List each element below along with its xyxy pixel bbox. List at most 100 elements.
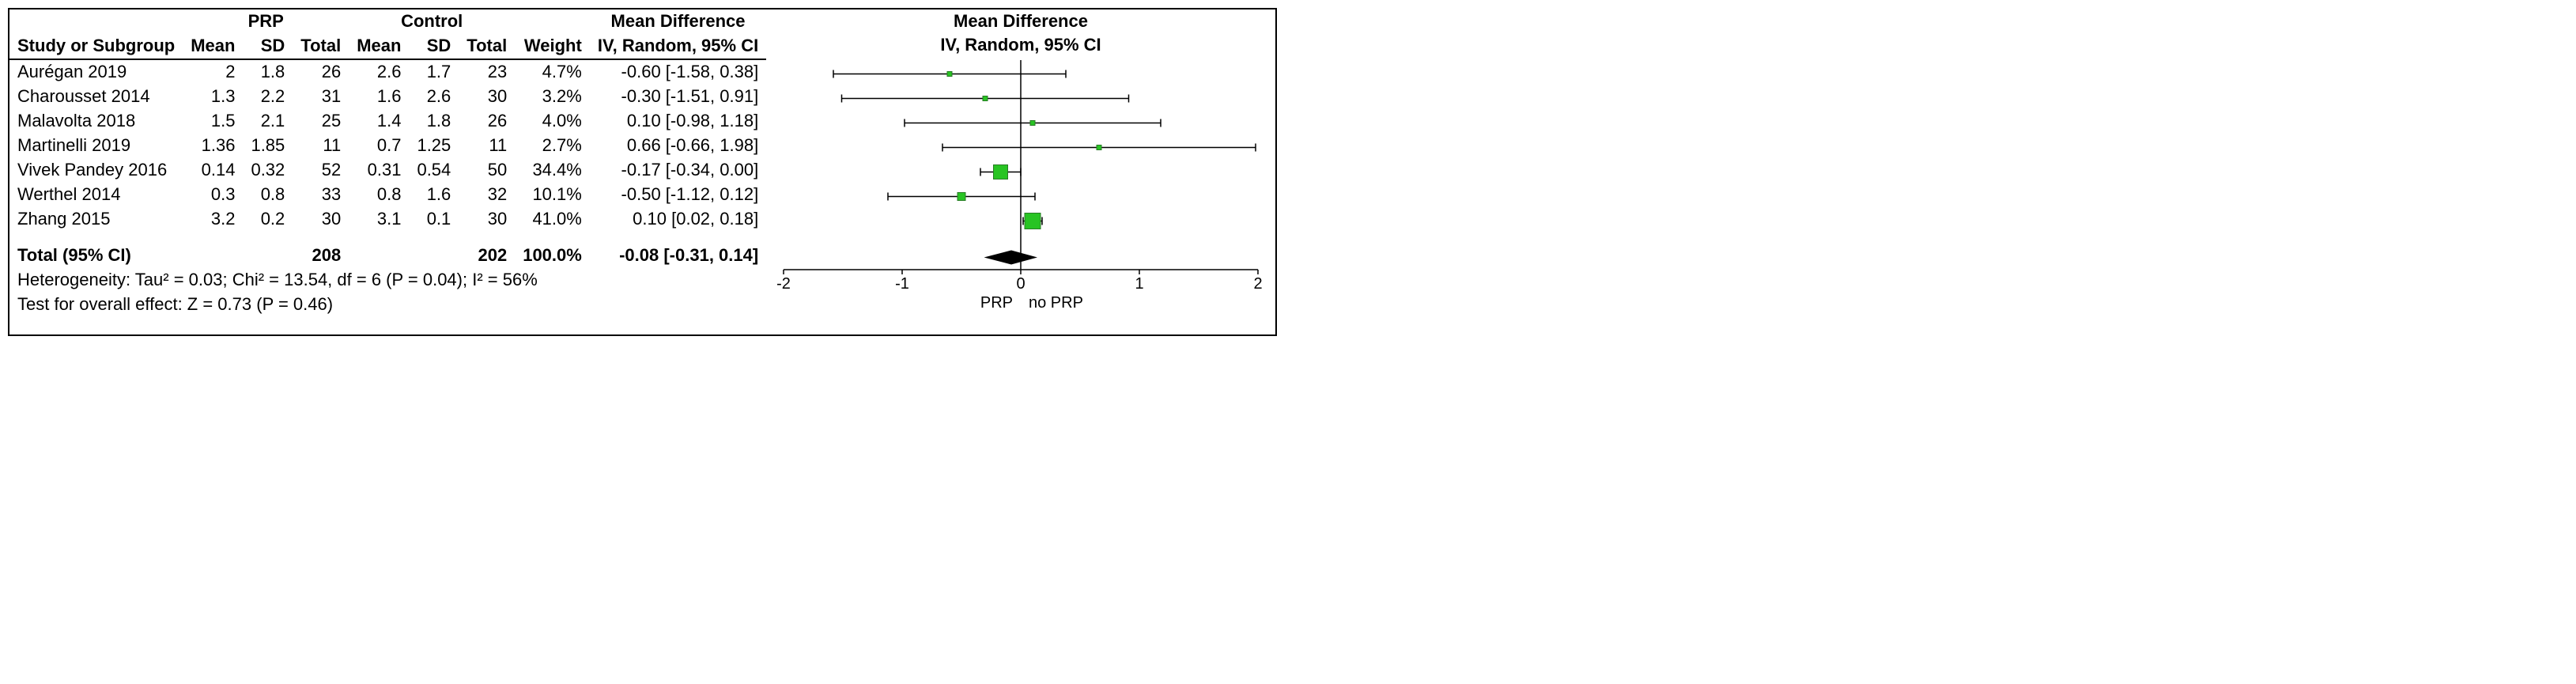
svg-text:1: 1: [1135, 275, 1144, 293]
cell-w: 10.1%: [515, 183, 590, 207]
cell-m1: 2: [183, 60, 243, 85]
hdr-sd2: SD: [409, 34, 459, 59]
hdr-group2: Control: [349, 9, 515, 34]
cell-n1: 31: [293, 85, 349, 109]
forest-plot-svg: Mean Difference IV, Random, 95% CI -2 -1 0 1 2…: [776, 9, 1266, 334]
cell-m2: 0.31: [349, 158, 409, 183]
cell-w: 4.7%: [515, 60, 590, 85]
cell-w: 3.2%: [515, 85, 590, 109]
total-row: Total (95% CI) 208 202 100.0% -0.08 [-0.…: [9, 244, 766, 268]
table-row: Malavolta 20181.52.1251.41.8264.0%0.10 […: [9, 109, 766, 134]
svg-text:2: 2: [1254, 275, 1263, 293]
cell-m2: 0.7: [349, 134, 409, 158]
table-row: Aurégan 201921.8262.61.7234.7%-0.60 [-1.…: [9, 60, 766, 85]
cell-md: 0.66 [-0.66, 1.98]: [590, 134, 766, 158]
cell-n1: 26: [293, 60, 349, 85]
hdr-m1: Mean: [183, 34, 243, 59]
cell-sd1: 0.8: [243, 183, 293, 207]
hdr-sd1: SD: [243, 34, 293, 59]
cell-n2: 50: [459, 158, 515, 183]
study-name: Malavolta 2018: [9, 109, 183, 134]
study-name: Zhang 2015: [9, 207, 183, 232]
cell-sd2: 1.7: [409, 60, 459, 85]
svg-text:-2: -2: [776, 275, 791, 293]
cell-md: -0.17 [-0.34, 0.00]: [590, 158, 766, 183]
forest-table: PRP Control Mean Difference Study or Sub…: [9, 9, 766, 317]
forest-plot-container: PRP Control Mean Difference Study or Sub…: [8, 8, 1277, 336]
cell-m1: 1.3: [183, 85, 243, 109]
cell-m2: 1.6: [349, 85, 409, 109]
cell-n2: 32: [459, 183, 515, 207]
cell-sd1: 1.8: [243, 60, 293, 85]
cell-md: -0.60 [-1.58, 0.38]: [590, 60, 766, 85]
cell-sd2: 0.1: [409, 207, 459, 232]
cell-m1: 0.14: [183, 158, 243, 183]
cell-n2: 11: [459, 134, 515, 158]
cell-n1: 33: [293, 183, 349, 207]
svg-text:0: 0: [1017, 275, 1025, 293]
study-name: Charousset 2014: [9, 85, 183, 109]
cell-md: -0.30 [-1.51, 0.91]: [590, 85, 766, 109]
cell-sd1: 0.2: [243, 207, 293, 232]
cell-sd1: 0.32: [243, 158, 293, 183]
svg-text:Mean Difference: Mean Difference: [954, 11, 1088, 31]
study-name: Vivek Pandey 2016: [9, 158, 183, 183]
cell-sd1: 2.2: [243, 85, 293, 109]
hdr-stat: IV, Random, 95% CI: [590, 34, 766, 59]
cell-m2: 0.8: [349, 183, 409, 207]
cell-w: 41.0%: [515, 207, 590, 232]
table-row: Zhang 20153.20.2303.10.13041.0%0.10 [0.0…: [9, 207, 766, 232]
svg-text:no PRP: no PRP: [1029, 294, 1083, 312]
study-name: Aurégan 2019: [9, 60, 183, 85]
total-n2: 202: [459, 244, 515, 268]
cell-w: 4.0%: [515, 109, 590, 134]
total-md: -0.08 [-0.31, 0.14]: [590, 244, 766, 268]
cell-md: 0.10 [-0.98, 1.18]: [590, 109, 766, 134]
cell-m1: 0.3: [183, 183, 243, 207]
cell-sd2: 1.6: [409, 183, 459, 207]
cell-sd2: 1.8: [409, 109, 459, 134]
cell-m2: 2.6: [349, 60, 409, 85]
cell-m1: 3.2: [183, 207, 243, 232]
cell-n2: 26: [459, 109, 515, 134]
study-name: Martinelli 2019: [9, 134, 183, 158]
total-label: Total (95% CI): [9, 244, 183, 268]
cell-md: -0.50 [-1.12, 0.12]: [590, 183, 766, 207]
heterogeneity-text: Heterogeneity: Tau² = 0.03; Chi² = 13.54…: [9, 268, 766, 293]
forest-plot-svg-wrap: Mean Difference IV, Random, 95% CI -2 -1 0 1 2…: [766, 9, 1275, 334]
total-w: 100.0%: [515, 244, 590, 268]
svg-text:PRP: PRP: [980, 294, 1013, 312]
cell-w: 2.7%: [515, 134, 590, 158]
hdr-effect1: Mean Difference: [590, 9, 766, 34]
svg-text:IV, Random, 95% CI: IV, Random, 95% CI: [941, 35, 1101, 55]
hdr-group1: PRP: [183, 9, 349, 34]
cell-sd2: 1.25: [409, 134, 459, 158]
cell-m1: 1.5: [183, 109, 243, 134]
cell-sd1: 2.1: [243, 109, 293, 134]
cell-n2: 30: [459, 207, 515, 232]
cell-m1: 1.36: [183, 134, 243, 158]
cell-n1: 30: [293, 207, 349, 232]
hdr-blank: [9, 9, 183, 34]
cell-sd2: 2.6: [409, 85, 459, 109]
table-row: Vivek Pandey 20160.140.32520.310.545034.…: [9, 158, 766, 183]
cell-n2: 30: [459, 85, 515, 109]
hdr-m2: Mean: [349, 34, 409, 59]
hdr-study: Study or Subgroup: [9, 34, 183, 59]
table-row: Charousset 20141.32.2311.62.6303.2%-0.30…: [9, 85, 766, 109]
cell-n1: 11: [293, 134, 349, 158]
svg-text:-1: -1: [895, 275, 909, 293]
cell-n1: 25: [293, 109, 349, 134]
cell-m2: 1.4: [349, 109, 409, 134]
table-row: Werthel 20140.30.8330.81.63210.1%-0.50 […: [9, 183, 766, 207]
table-row: Martinelli 20191.361.85110.71.25112.7%0.…: [9, 134, 766, 158]
cell-m2: 3.1: [349, 207, 409, 232]
cell-n2: 23: [459, 60, 515, 85]
overall-effect-text: Test for overall effect: Z = 0.73 (P = 0…: [9, 293, 766, 317]
hdr-w: Weight: [515, 34, 590, 59]
study-name: Werthel 2014: [9, 183, 183, 207]
cell-n1: 52: [293, 158, 349, 183]
cell-sd2: 0.54: [409, 158, 459, 183]
cell-sd1: 1.85: [243, 134, 293, 158]
hdr-n1: Total: [293, 34, 349, 59]
